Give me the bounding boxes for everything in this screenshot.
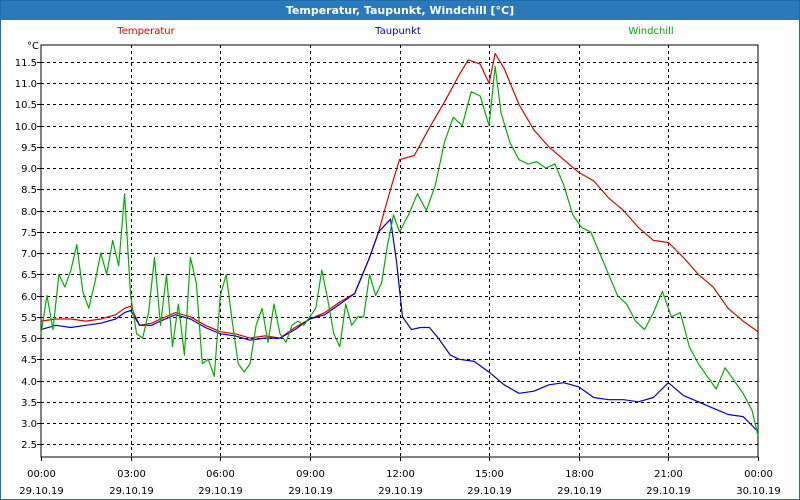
y-tick-label: 2.5: [21, 440, 37, 451]
x-tick-time-label: 03:00: [117, 469, 146, 480]
x-tick-time-label: 09:00: [296, 469, 325, 480]
y-tick-label: 11.5: [15, 58, 37, 69]
legend-label-windchill: Windchill: [628, 26, 673, 37]
x-tick-date-label: 29.10.19: [557, 486, 602, 497]
series-line-taupunkt: [40, 218, 759, 432]
series-layer: [40, 52, 759, 436]
y-tick-label: 9.5: [21, 143, 37, 154]
x-tick-date-label: 29.10.19: [19, 486, 64, 497]
x-tick-date-label: 29.10.19: [378, 486, 423, 497]
series-line-temperatur: [40, 52, 759, 339]
x-tick-time-label: 00:00: [744, 469, 773, 480]
x-tick-time-label: 06:00: [206, 469, 235, 480]
y-tick-label: 10.0: [15, 122, 37, 133]
x-tick-time-label: 12:00: [386, 469, 415, 480]
x-tick-time-label: 00:00: [27, 469, 56, 480]
y-tick-label: 11.0: [15, 79, 37, 90]
plot-area-border: [40, 44, 759, 458]
y-tick-label: 6.0: [21, 292, 37, 303]
y-tick-label: 4.5: [21, 355, 37, 366]
y-tick-label: 6.5: [21, 270, 37, 281]
y-tick-label: 4.0: [21, 377, 37, 388]
axis-layer: 2.5 3.0 3.5 4.0 4.5 5.0 5.5 6.0 6.5 7.0 7.5 8.0 8.5 9…: [15, 41, 781, 497]
x-tick-time-label: 18:00: [565, 469, 594, 480]
x-tick-date-label: 29.10.19: [109, 486, 154, 497]
x-tick-time-label: 15:00: [475, 469, 504, 480]
y-tick-label: 7.5: [21, 228, 37, 239]
legend-layer: Temperatur Taupunkt Windchill: [116, 26, 673, 37]
y-tick-label: 5.5: [21, 313, 37, 324]
x-tick-date-label: 29.10.19: [288, 486, 333, 497]
y-tick-label: 8.0: [21, 207, 37, 218]
y-tick-label: 9.0: [21, 164, 37, 175]
x-tick-date-label: 29.10.19: [646, 486, 691, 497]
x-tick-date-label: 30.10.19: [736, 486, 781, 497]
grid-layer: [40, 44, 759, 458]
y-tick-label: 3.0: [21, 419, 37, 430]
y-tick-label: 10.5: [15, 100, 37, 111]
y-tick-label: 8.5: [21, 185, 37, 196]
y-tick-label: 5.0: [21, 334, 37, 345]
chart-title: Temperatur, Taupunkt, Windchill [°C]: [1, 1, 799, 20]
y-axis-unit-label: °C: [27, 41, 39, 52]
legend-label-taupunkt: Taupunkt: [374, 26, 421, 37]
y-tick-label: 3.5: [21, 398, 37, 409]
y-tick-label: 7.0: [21, 249, 37, 260]
x-tick-time-label: 21:00: [654, 469, 683, 480]
x-tick-date-label: 29.10.19: [467, 486, 512, 497]
legend-label-temperatur: Temperatur: [116, 26, 175, 37]
series-line-windchill: [40, 65, 759, 436]
x-tick-date-label: 29.10.19: [198, 486, 243, 497]
